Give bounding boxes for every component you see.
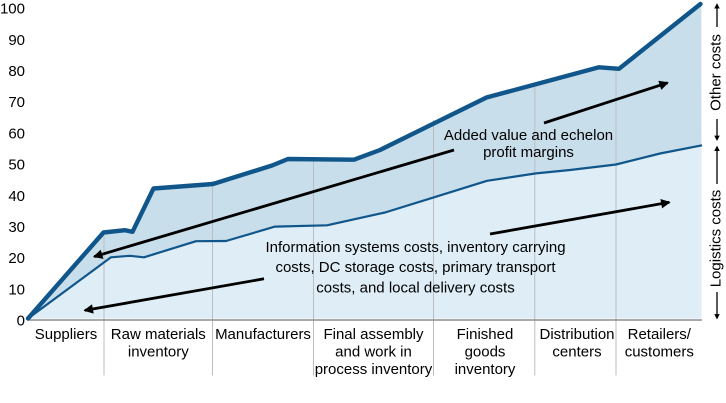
svg-text:Suppliers: Suppliers: [35, 326, 98, 343]
svg-text:Raw materials: Raw materials: [111, 326, 206, 343]
svg-text:Retailers/: Retailers/: [628, 326, 692, 343]
svg-text:90: 90: [8, 32, 25, 49]
svg-text:40: 40: [8, 188, 25, 205]
svg-text:80: 80: [8, 63, 25, 80]
svg-text:0: 0: [17, 313, 25, 330]
svg-text:Final assembly: Final assembly: [323, 326, 424, 343]
svg-text:Manufacturers: Manufacturers: [215, 326, 311, 343]
svg-text:centers: centers: [552, 343, 601, 360]
svg-text:costs, and local delivery cost: costs, and local delivery costs: [316, 280, 514, 297]
svg-text:profit margins: profit margins: [483, 144, 574, 161]
svg-text:customers: customers: [625, 343, 694, 360]
svg-text:goods: goods: [465, 343, 506, 360]
svg-text:inventory: inventory: [128, 343, 189, 360]
svg-text:50: 50: [8, 157, 25, 174]
svg-text:Other costs: Other costs: [708, 34, 725, 111]
svg-text:costs, DC storage costs, prima: costs, DC storage costs, primary transpo…: [275, 259, 556, 276]
svg-text:20: 20: [8, 250, 25, 267]
svg-text:10: 10: [8, 281, 25, 298]
svg-text:Logistics costs: Logistics costs: [708, 190, 725, 288]
svg-text:Information systems costs, inv: Information systems costs, inventory car…: [265, 239, 565, 256]
svg-text:60: 60: [8, 125, 25, 142]
svg-text:inventory: inventory: [455, 361, 516, 378]
svg-text:30: 30: [8, 219, 25, 236]
svg-text:70: 70: [8, 94, 25, 111]
svg-text:100: 100: [0, 1, 25, 18]
svg-text:and work in: and work in: [335, 343, 412, 360]
svg-text:Added value and echelon: Added value and echelon: [444, 127, 613, 144]
svg-text:Finished: Finished: [457, 326, 514, 343]
svg-text:Distribution: Distribution: [539, 326, 614, 343]
svg-text:process inventory: process inventory: [315, 361, 433, 378]
